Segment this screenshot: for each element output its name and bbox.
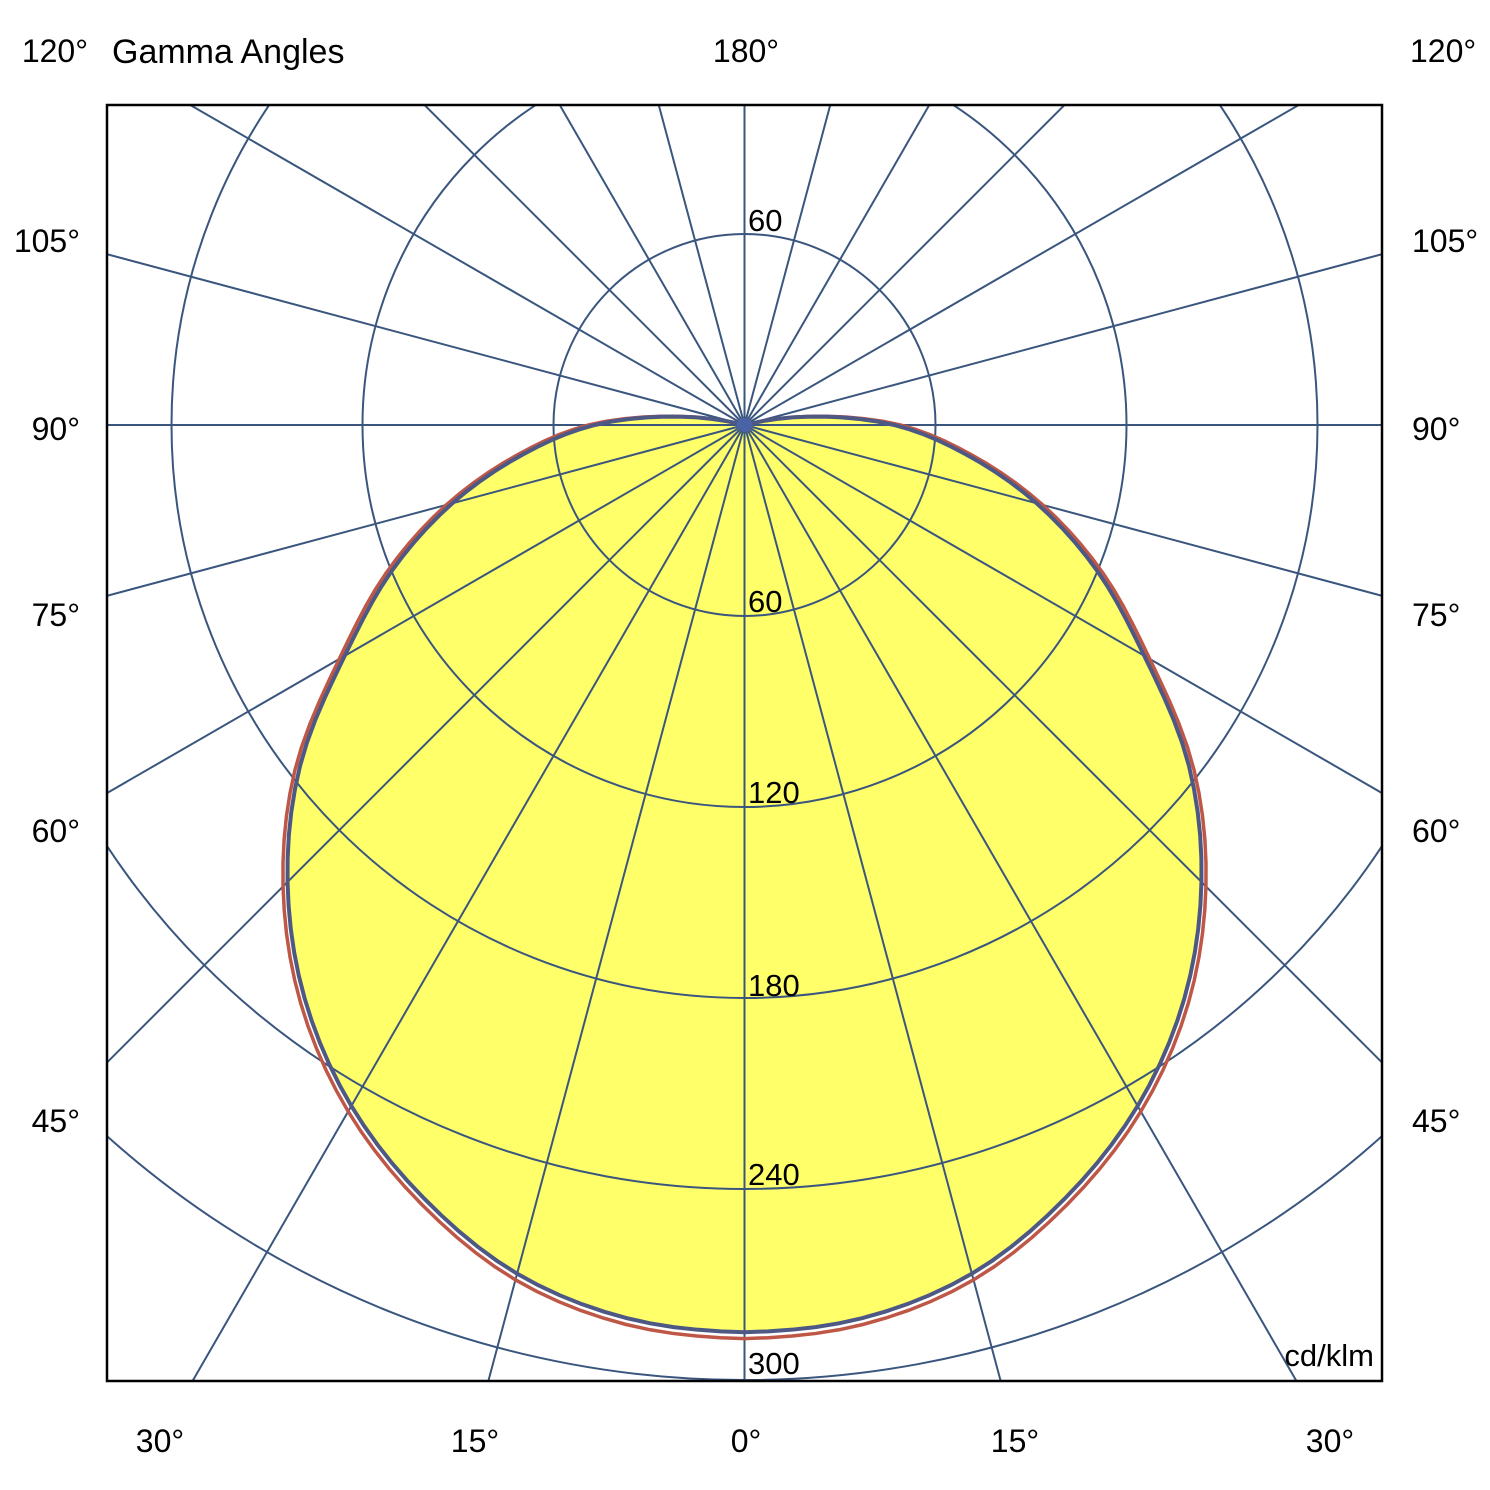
grid-ray-345 xyxy=(487,424,746,1381)
grid-ray-135 xyxy=(743,105,1066,426)
grid-ray-105 xyxy=(744,253,1382,426)
grid-ray-210 xyxy=(558,105,746,426)
gamma-label-left-60: 60° xyxy=(32,813,80,849)
gamma-label-left-105: 105° xyxy=(14,223,80,259)
gamma-label-left-45: 45° xyxy=(32,1103,80,1139)
grid-ray-300 xyxy=(107,424,746,795)
grid-ray-165 xyxy=(743,105,832,426)
gamma-label-bottom-30-left: 30° xyxy=(136,1423,184,1459)
grid-ray-195 xyxy=(657,105,746,426)
grid-ray-330 xyxy=(191,424,746,1381)
gamma-label-right-105: 105° xyxy=(1412,223,1478,259)
ring-label-240: 240 xyxy=(748,1157,800,1192)
grid-ray-120 xyxy=(743,105,1301,426)
ring-label-300: 300 xyxy=(748,1346,800,1381)
curve-blue-c-plane xyxy=(285,414,1204,1335)
gamma-label-right-45: 45° xyxy=(1412,1103,1460,1139)
ring-label-120: 120 xyxy=(748,775,800,810)
gamma-label-corner-right-120: 120° xyxy=(1410,33,1476,69)
grid-ray-45 xyxy=(743,424,1382,1064)
gamma-label-corner-left-120: 120° xyxy=(22,33,88,69)
ring-label-60: 60 xyxy=(748,584,782,619)
gamma-label-left-75: 75° xyxy=(32,597,80,633)
grid-ray-75 xyxy=(744,424,1382,597)
grid-ray-60 xyxy=(743,424,1382,795)
grid-ray-285 xyxy=(107,424,745,597)
grid-ray-240 xyxy=(188,105,746,426)
gamma-label-right-90: 90° xyxy=(1412,411,1460,447)
pole-dot xyxy=(736,418,753,432)
axis-labels: 120° Gamma Angles 180° 120° 105° 90° 75°… xyxy=(14,33,1478,1459)
grid-ray-225 xyxy=(423,105,746,426)
unit-label: cd/klm xyxy=(1284,1338,1374,1373)
grid-ray-315 xyxy=(107,424,746,1064)
gamma-label-bottom-15-right: 15° xyxy=(991,1423,1039,1459)
gamma-label-bottom-30-right: 30° xyxy=(1306,1423,1354,1459)
gamma-label-top-180: 180° xyxy=(713,33,779,69)
chart-title: Gamma Angles xyxy=(112,33,344,71)
ring-label-60-above: 60 xyxy=(748,203,782,238)
grid-ray-30 xyxy=(743,424,1298,1381)
gamma-label-right-75: 75° xyxy=(1412,597,1460,633)
grid-ray-255 xyxy=(107,253,745,426)
grid-ray-15 xyxy=(743,424,1002,1381)
gamma-label-bottom-0: 0° xyxy=(731,1423,762,1459)
curve-red-c-plane xyxy=(281,414,1208,1341)
gamma-label-right-60: 60° xyxy=(1412,813,1460,849)
plot-border xyxy=(105,103,1384,1383)
gamma-label-left-90: 90° xyxy=(32,411,80,447)
grid-ray-150 xyxy=(743,105,931,426)
gamma-label-bottom-15-left: 15° xyxy=(451,1423,499,1459)
ring-label-180: 180 xyxy=(748,968,800,1003)
